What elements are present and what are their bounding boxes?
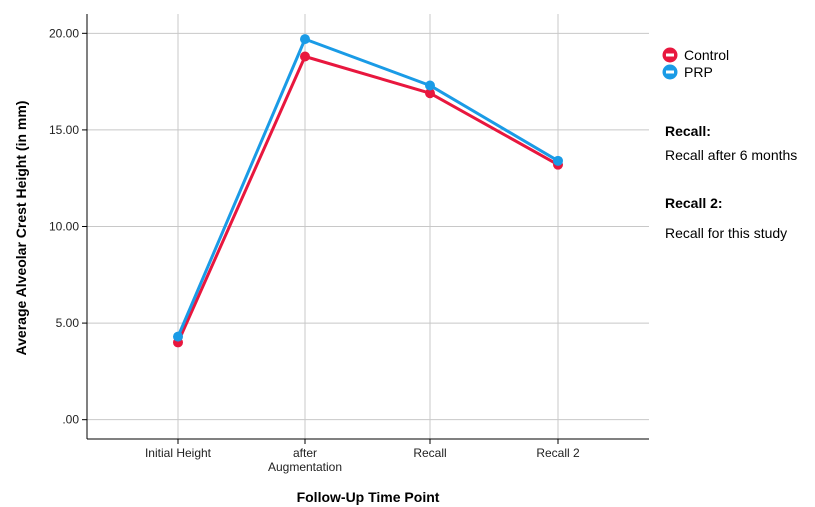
y-tick-label: .00	[62, 413, 79, 427]
y-tick-labels: .00 5.00 10.00 15.00 20.00	[49, 26, 79, 426]
y-tick-label: 15.00	[49, 123, 79, 137]
x-tick-label: Recall	[413, 446, 446, 460]
annotation-text: Recall for this study	[665, 225, 787, 241]
data-point-prp	[173, 331, 183, 342]
series-line-control	[176, 55, 559, 344]
data-point-prp	[553, 155, 563, 166]
data-point-prp	[425, 80, 435, 91]
annotation-title: Recall 2:	[665, 195, 723, 211]
y-tick-label: 5.00	[56, 316, 80, 330]
annotations: Recall: Recall after 6 months Recall 2: Rec…	[665, 123, 797, 241]
annotation-text: Recall after 6 months	[665, 147, 797, 163]
annotation-title: Recall:	[665, 123, 711, 139]
data-point-prp	[300, 34, 310, 45]
gridlines	[87, 14, 649, 439]
legend-marker-line	[666, 53, 674, 57]
x-tick-label: Recall 2	[536, 446, 580, 460]
x-tick-label: after Augmentation	[268, 446, 342, 474]
series-line-prp	[176, 37, 559, 338]
y-axis-title: Average Alveolar Crest Height (in mm)	[13, 101, 29, 356]
data-point-control	[300, 51, 310, 62]
x-tick-labels: Initial Height after Augmentation Recall Rec…	[145, 446, 580, 474]
series-group	[173, 34, 563, 348]
y-tick-label: 10.00	[49, 220, 79, 234]
x-axis-title: Follow-Up Time Point	[297, 489, 440, 505]
legend-marker-line	[666, 70, 674, 74]
legend-label-control: Control	[684, 47, 729, 63]
data-point-control	[425, 88, 435, 99]
x-tick-label: Initial Height	[145, 446, 212, 460]
y-tick-label: 20.00	[49, 26, 79, 40]
axes	[82, 14, 649, 444]
legend-label-prp: PRP	[684, 64, 713, 80]
